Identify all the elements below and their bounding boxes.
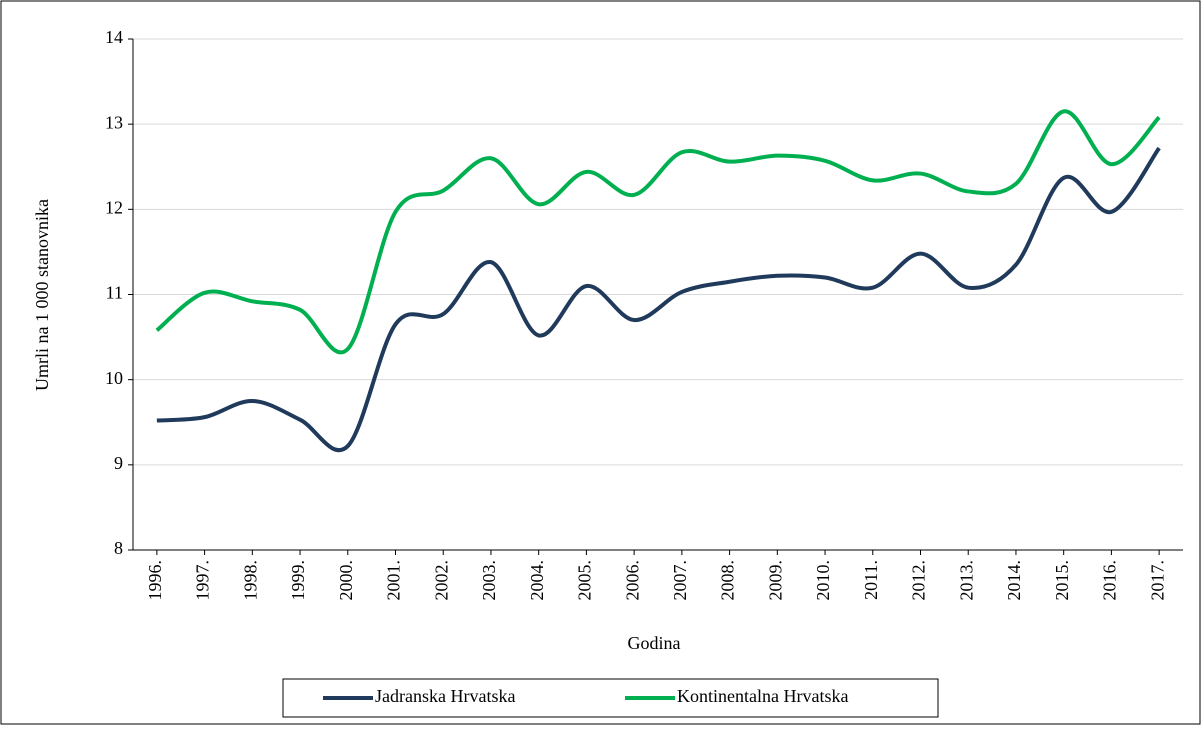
x-tick-label: 2013. <box>956 560 976 601</box>
x-tick-label: 2010. <box>813 560 833 601</box>
x-tick-label: 2011. <box>861 560 881 600</box>
x-tick-label: 2012. <box>909 560 929 601</box>
y-tick-label: 13 <box>105 112 123 132</box>
y-tick-label: 9 <box>114 453 123 473</box>
series-line <box>155 109 1161 355</box>
x-axis-title: Godina <box>628 633 681 653</box>
x-tick-label: 2008. <box>718 560 738 601</box>
y-tick-label: 10 <box>105 368 123 388</box>
y-axis-title: Umrli na 1 000 stanovnika <box>32 199 52 391</box>
x-tick-label: 2002. <box>431 560 451 601</box>
legend-box <box>282 678 939 718</box>
x-tick-label: 2004. <box>527 560 547 601</box>
legend-label: Kontinentalna Hrvatska <box>677 686 848 706</box>
x-tick-label: 2014. <box>1004 560 1024 601</box>
x-tick-label: 2006. <box>622 560 642 601</box>
x-tick-label: 2001. <box>384 560 404 601</box>
x-tick-label: 2017. <box>1147 560 1167 601</box>
x-tick-label: 2003. <box>479 560 499 601</box>
series-line <box>156 146 1161 453</box>
x-tick-label: 2007. <box>670 560 690 601</box>
x-tick-label: 2016. <box>1100 560 1120 601</box>
x-tick-label: 1998. <box>240 560 260 601</box>
x-tick-label: 2009. <box>765 560 785 601</box>
x-tick-label: 1999. <box>288 560 308 601</box>
legend-label: Jadranska Hrvatska <box>375 686 515 706</box>
x-tick-label: 2000. <box>336 560 356 601</box>
y-tick-label: 14 <box>105 27 123 47</box>
x-tick-label: 2005. <box>575 560 595 601</box>
x-tick-label: 2015. <box>1052 560 1072 601</box>
y-tick-label: 12 <box>105 197 123 217</box>
y-tick-label: 8 <box>114 538 123 558</box>
x-tick-label: 1997. <box>193 560 213 601</box>
y-tick-label: 11 <box>106 283 123 303</box>
x-tick-label: 1996. <box>145 560 165 601</box>
